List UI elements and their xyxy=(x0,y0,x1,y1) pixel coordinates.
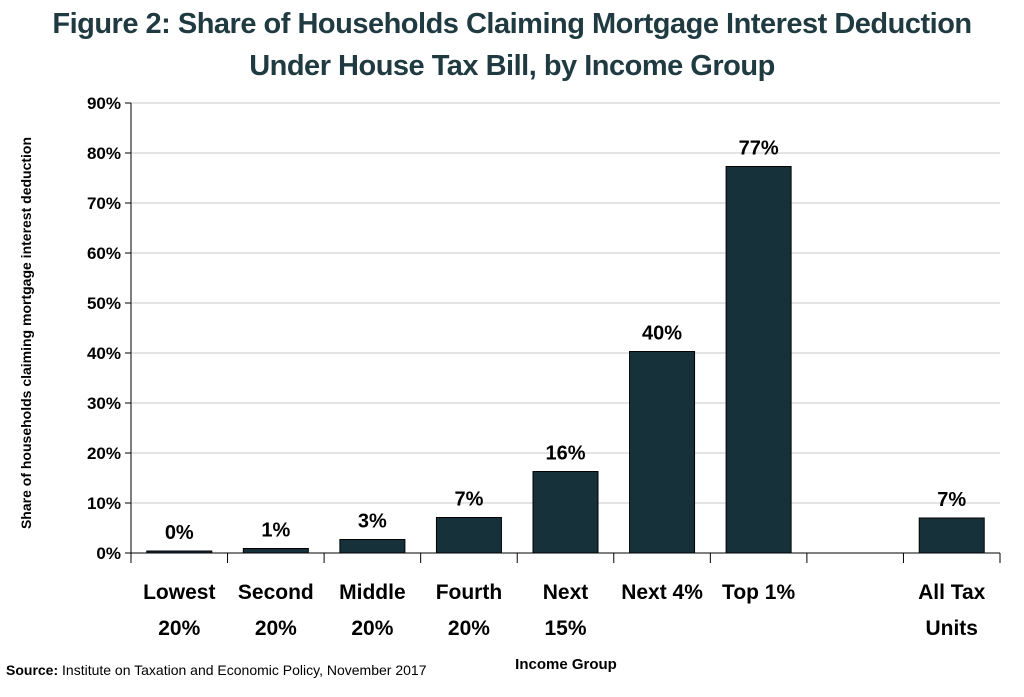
chart-title: Figure 2: Share of Households Claiming M… xyxy=(52,8,972,40)
bar xyxy=(339,539,406,554)
y-tick-label: 40% xyxy=(87,344,121,363)
x-category-label: Fourth xyxy=(436,581,502,604)
x-category-label: Top 1% xyxy=(722,581,795,604)
x-category-label: Next xyxy=(543,581,589,604)
bar xyxy=(725,166,792,554)
y-tick-label: 70% xyxy=(87,194,121,213)
y-tick-label: 80% xyxy=(87,144,121,163)
source-label: Source: xyxy=(6,662,59,678)
bar xyxy=(242,548,309,554)
x-category-label: Units xyxy=(925,617,978,640)
data-label: 1% xyxy=(261,520,290,542)
bar xyxy=(435,517,502,554)
y-tick-label: 0% xyxy=(96,544,121,563)
y-tick-label: 20% xyxy=(87,444,121,463)
bar xyxy=(146,550,213,554)
source-note: Source: Institute on Taxation and Econom… xyxy=(6,662,426,678)
x-axis-title: Income Group xyxy=(515,656,617,673)
data-label: 16% xyxy=(545,443,585,465)
data-label: 40% xyxy=(642,323,682,345)
y-tick-label: 10% xyxy=(87,494,121,513)
data-label: 3% xyxy=(358,511,387,533)
x-category-label: 15% xyxy=(544,617,586,640)
chart-subtitle: Under House Tax Bill, by Income Group xyxy=(249,50,775,82)
x-category-label: Middle xyxy=(339,581,406,604)
y-tick-label: 60% xyxy=(87,244,121,263)
x-category-label: 20% xyxy=(158,617,200,640)
data-label: 0% xyxy=(165,522,194,544)
data-label: 7% xyxy=(454,489,483,511)
x-category-label: Lowest xyxy=(143,581,215,604)
x-category-label: Next 4% xyxy=(621,581,703,604)
bar xyxy=(629,351,696,554)
bar xyxy=(918,517,985,554)
bar xyxy=(532,471,599,554)
x-category-label: 20% xyxy=(448,617,490,640)
x-category-label: 20% xyxy=(351,617,393,640)
y-tick-label: 90% xyxy=(87,94,121,113)
x-category-label: 20% xyxy=(255,617,297,640)
source-text: Institute on Taxation and Economic Polic… xyxy=(58,662,427,678)
data-label: 7% xyxy=(937,489,966,511)
x-category-label: Second xyxy=(238,581,314,604)
y-tick-label: 50% xyxy=(87,294,121,313)
y-axis-title: Share of households claiming mortgage in… xyxy=(18,137,34,529)
y-tick-label: 30% xyxy=(87,394,121,413)
x-category-label: All Tax xyxy=(918,581,986,604)
data-label: 77% xyxy=(739,138,779,160)
